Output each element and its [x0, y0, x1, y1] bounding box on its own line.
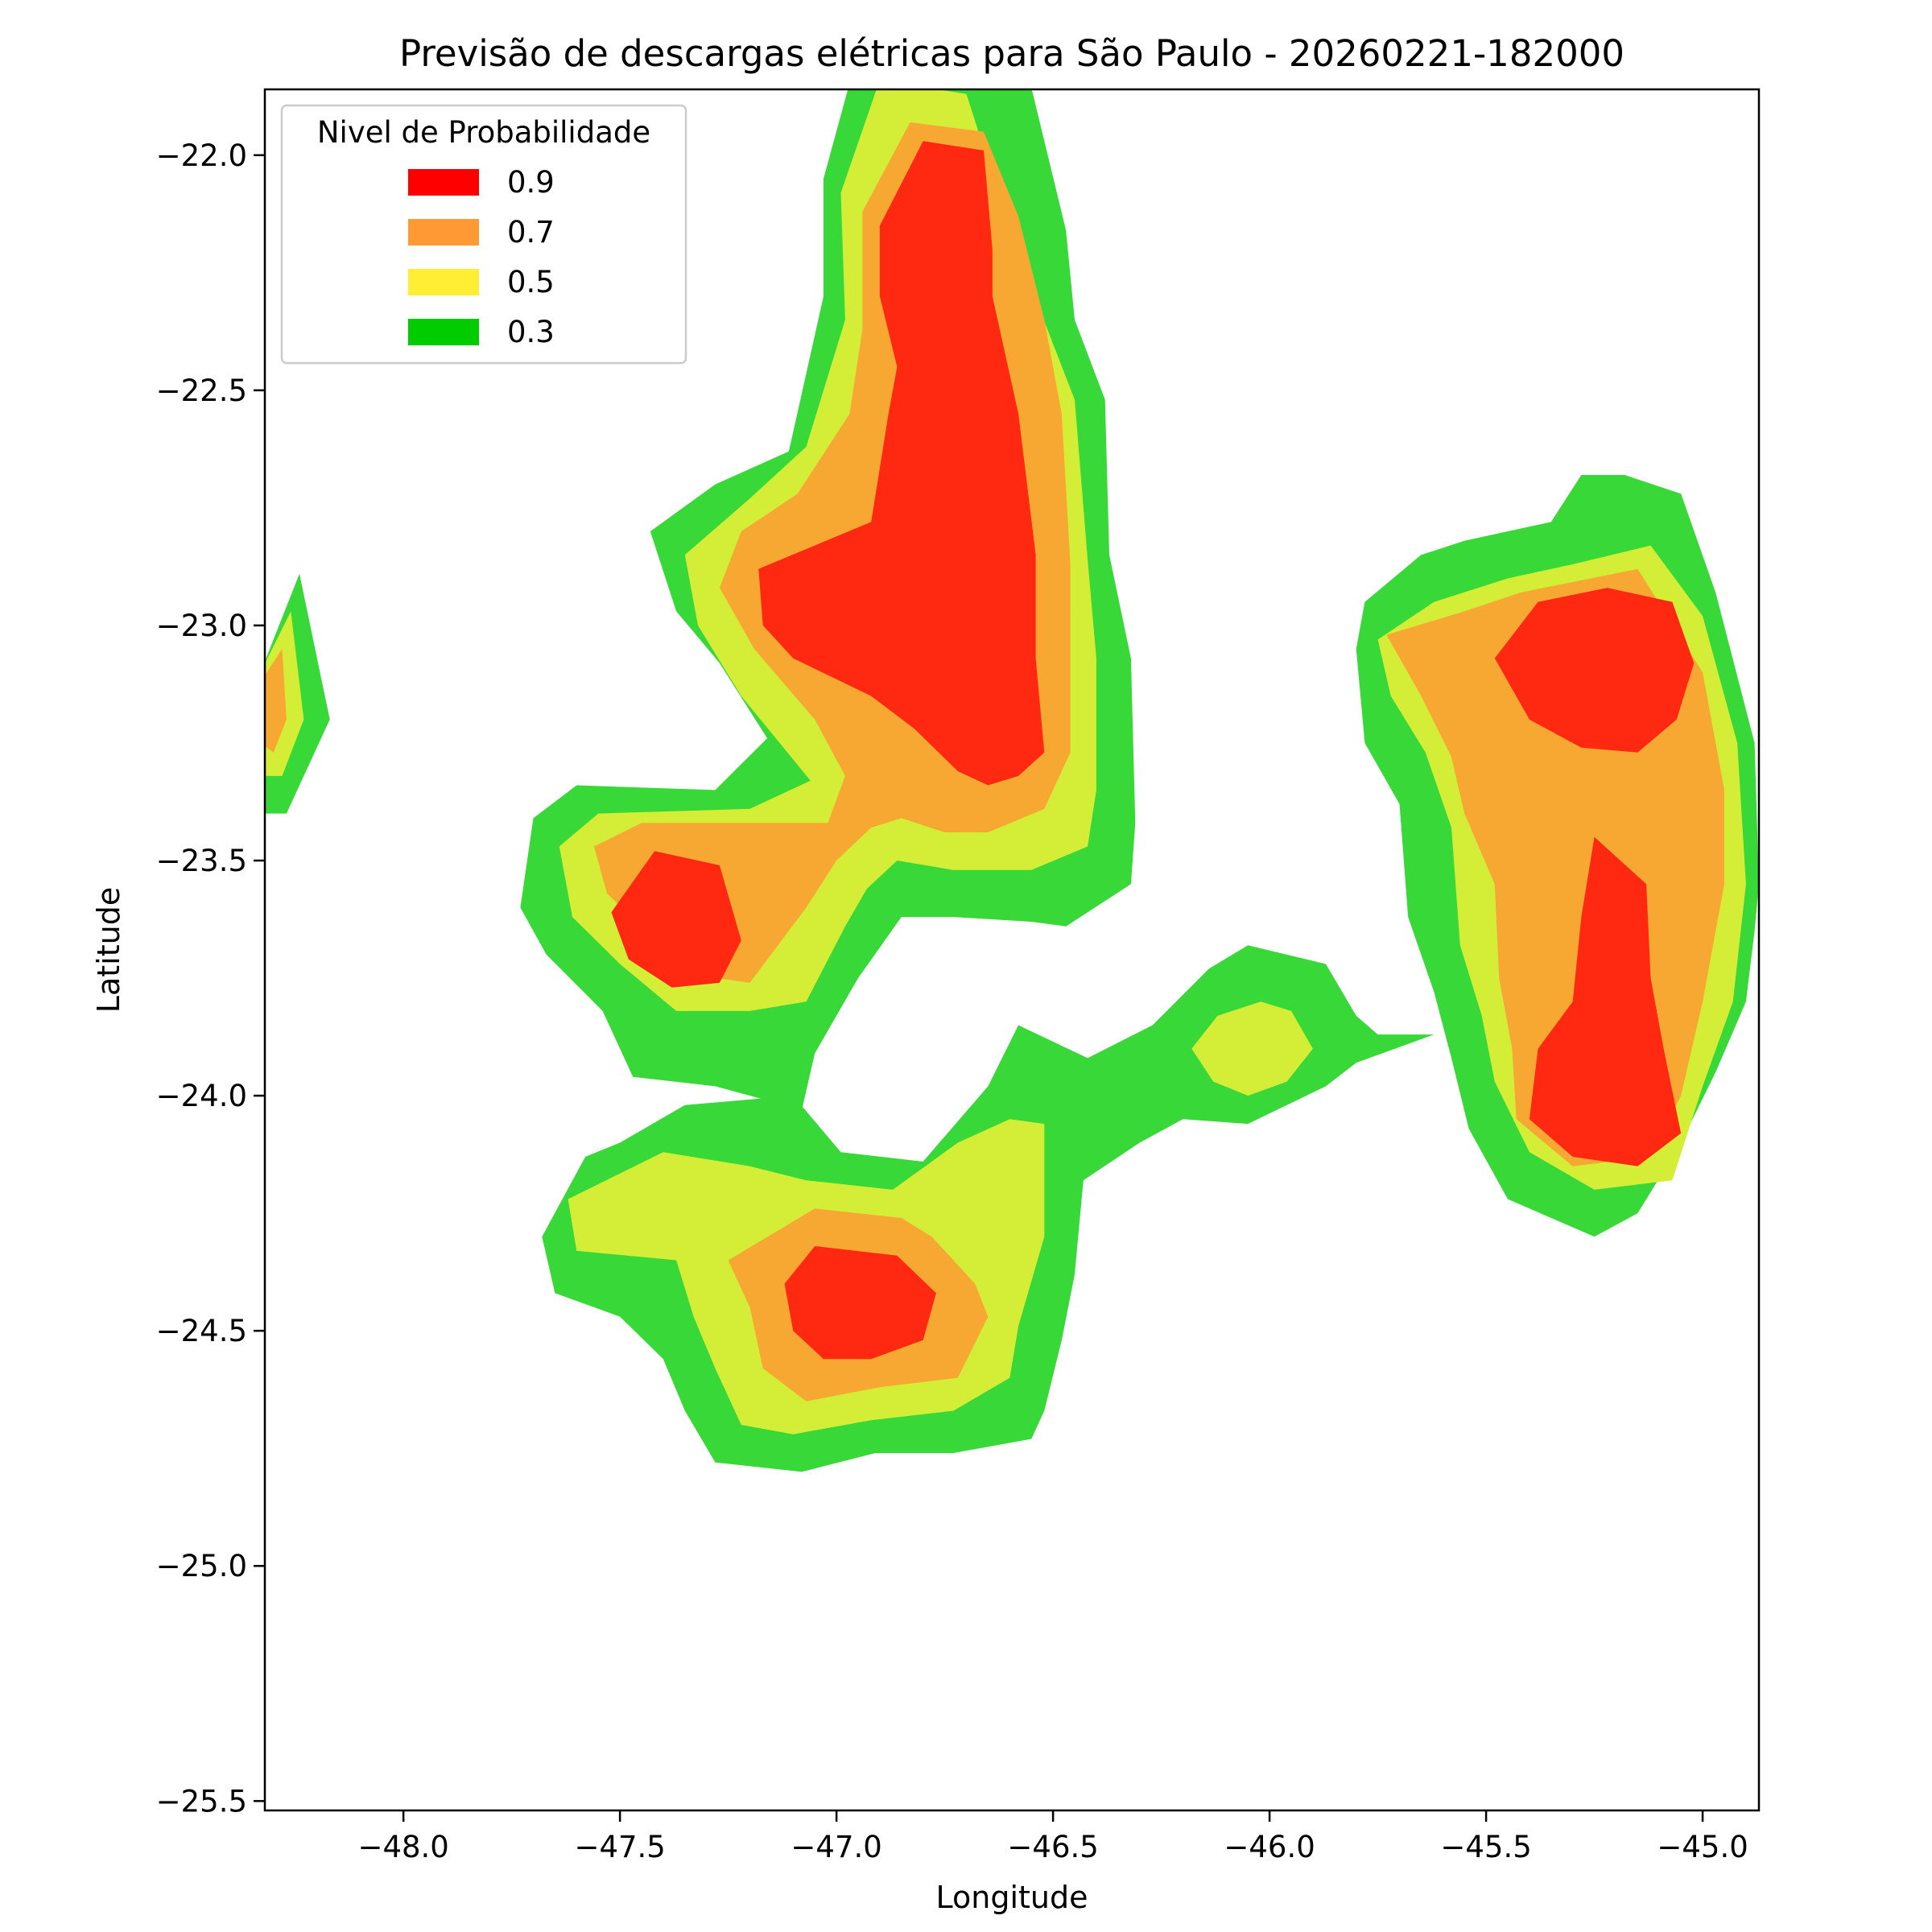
north-central-cell-level-09-4: [611, 851, 741, 988]
east-cell-level-09-3: [1494, 588, 1695, 753]
x-tick-label: −46.0: [1224, 1830, 1315, 1864]
legend-label-09: 0.9: [507, 165, 555, 200]
east-cell: [1356, 475, 1759, 1237]
y-tick-label: −23.5: [156, 844, 247, 878]
legend-swatch-05: [408, 269, 479, 295]
legend: Nivel de Probabilidade 0.9 0.7 0.5 0.3: [280, 104, 687, 365]
x-tick-label: −47.5: [574, 1830, 665, 1864]
x-tick-label: −45.0: [1657, 1830, 1748, 1864]
y-tick-label: −25.0: [156, 1549, 247, 1583]
y-tick-label: −22.0: [156, 138, 247, 173]
x-tick-label: −48.0: [357, 1830, 448, 1864]
y-tick-label: −24.5: [156, 1314, 247, 1348]
legend-entries: 0.9 0.7 0.5 0.3: [408, 165, 555, 349]
x-axis-label: Longitude: [936, 1880, 1088, 1915]
legend-label-05: 0.5: [507, 265, 555, 299]
plot-area: [265, 89, 1759, 1472]
x-tick-label: −45.5: [1440, 1830, 1531, 1864]
west-edge-cell-level-07-2: [265, 649, 287, 753]
y-tick-label: −23.0: [156, 609, 247, 643]
x-tick-label: −47.0: [791, 1830, 881, 1864]
legend-title: Nivel de Probabilidade: [317, 115, 650, 150]
north-central-cell: [520, 89, 1136, 1110]
legend-label-03: 0.3: [507, 315, 555, 349]
y-tick-label: −24.0: [156, 1079, 247, 1113]
legend-box: [280, 104, 687, 365]
chart-title: Previsão de descargas elétricas para São…: [399, 32, 1624, 75]
south-central-cell-level-05-2: [1191, 1001, 1313, 1096]
legend-swatch-03: [408, 319, 479, 345]
x-tick-label: −46.5: [1007, 1830, 1098, 1864]
y-axis-label: Latitude: [91, 887, 126, 1013]
east-cell-level-09-4: [1529, 836, 1682, 1166]
legend-swatch-07: [408, 219, 479, 246]
y-tick-label: −25.5: [156, 1784, 247, 1818]
x-axis: −48.0 −47.5 −47.0 −46.5 −46.0 −45.5 −45.0: [357, 1810, 1748, 1864]
probability-contours: [265, 89, 1759, 1472]
legend-label-07: 0.7: [507, 215, 555, 250]
plot-frame: [263, 88, 1761, 1812]
y-tick-label: −22.5: [156, 374, 247, 408]
west-edge-cell: [265, 573, 330, 814]
south-central-cell: [542, 945, 1435, 1472]
north-central-cell-level-09-3: [758, 141, 1045, 786]
y-axis: −22.0 −22.5 −23.0 −23.5 −24.0 −24.5 −25.0 −25.5: [156, 138, 265, 1818]
legend-swatch-09: [408, 169, 479, 196]
south-central-cell-level-09-4: [784, 1246, 936, 1360]
